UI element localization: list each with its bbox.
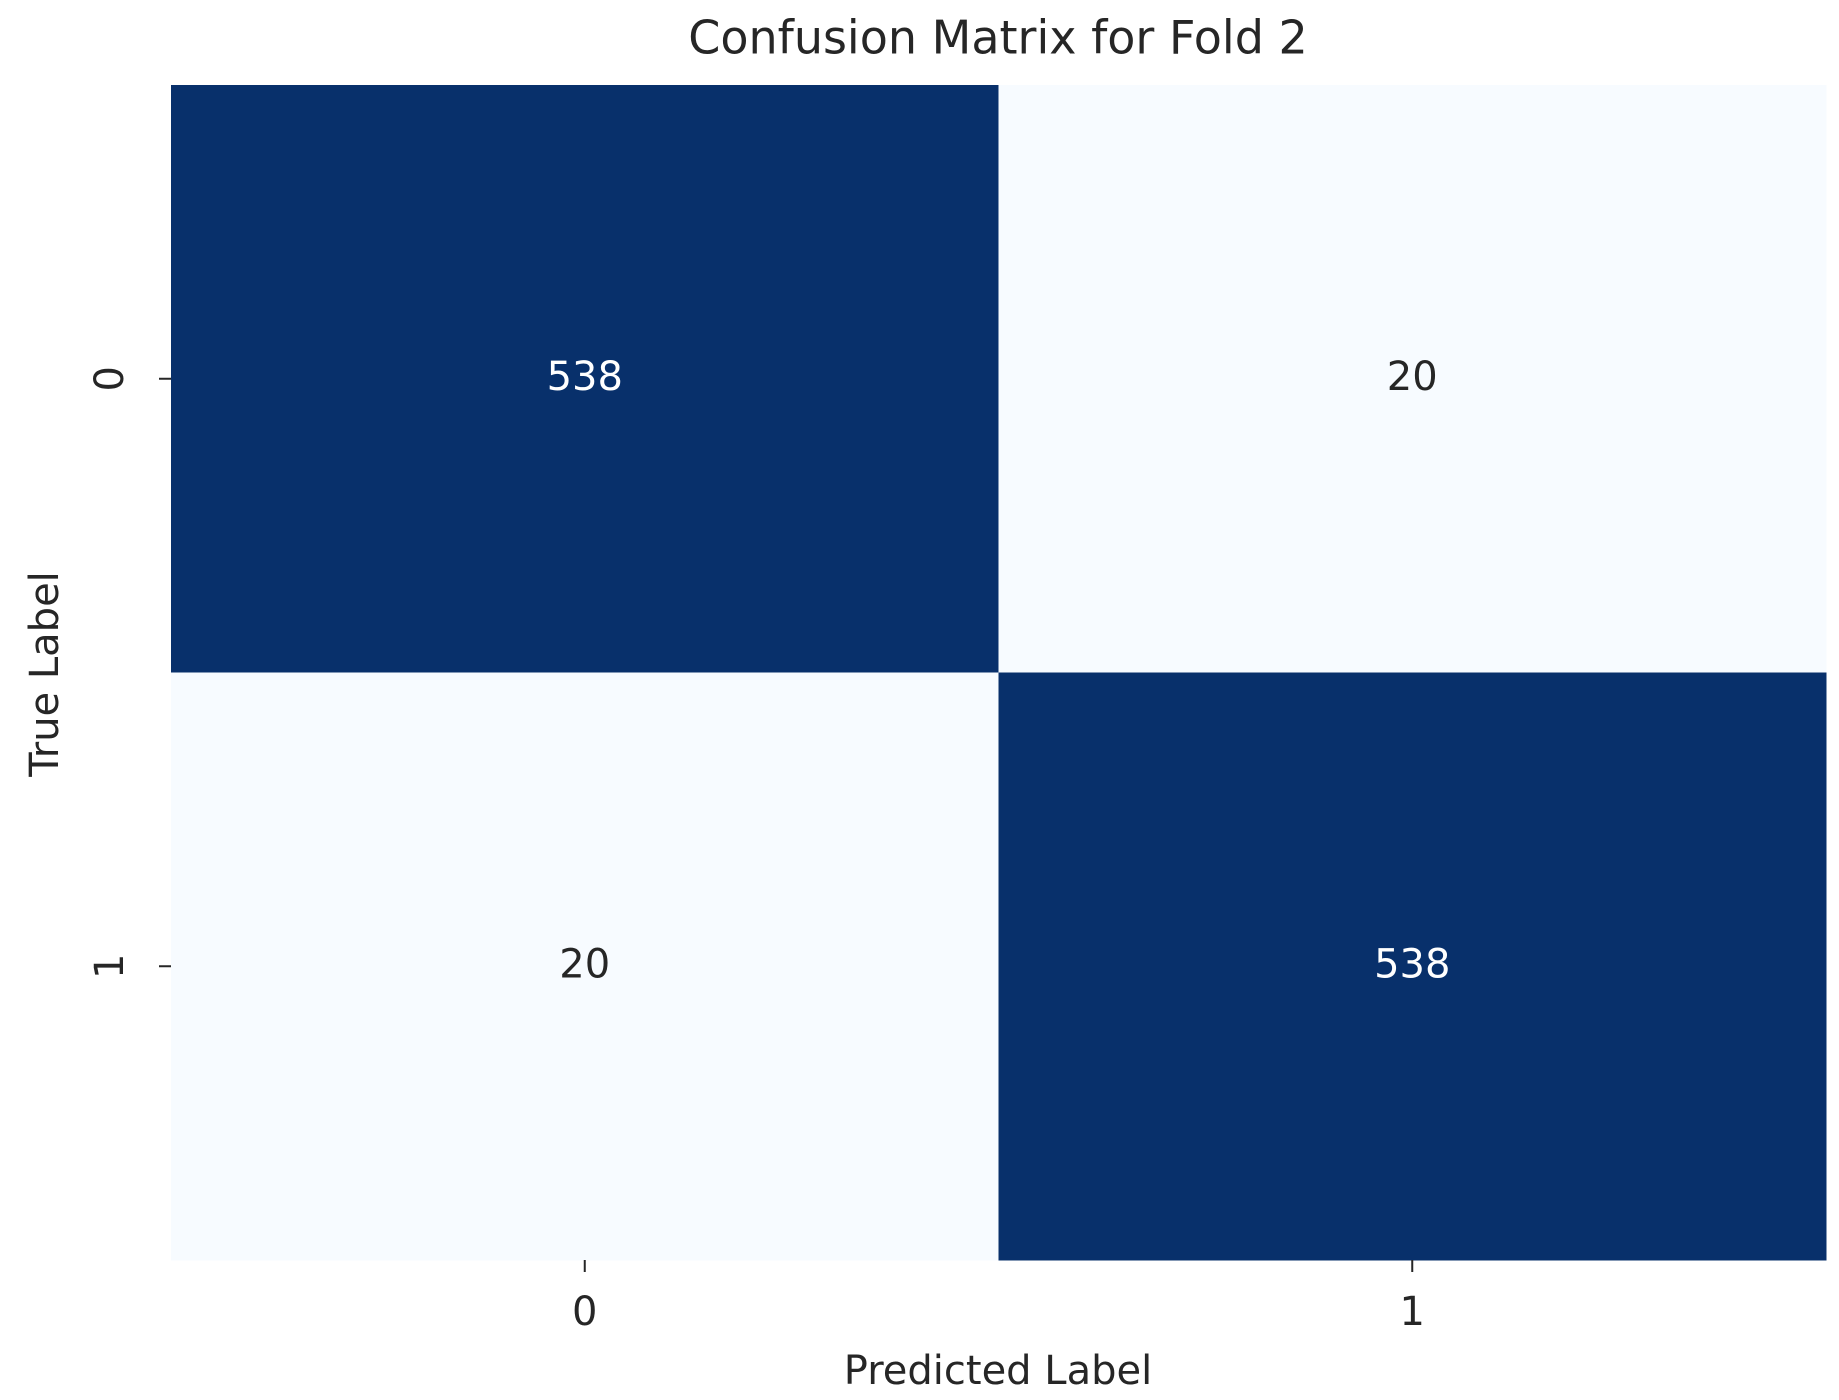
- heatmap-cell: [171, 672, 999, 1261]
- x-tick-label: 0: [572, 1289, 597, 1335]
- y-tick-label: 1: [87, 954, 133, 979]
- x-tick-label: 1: [1400, 1289, 1425, 1335]
- cell-label: 20: [559, 941, 610, 987]
- heatmap-cell: [998, 672, 1827, 1261]
- heatmap-cell: [998, 85, 1827, 673]
- cell-label: 538: [547, 354, 623, 400]
- y-axis-label: True Label: [22, 571, 68, 778]
- y-tick-label: 0: [87, 366, 133, 391]
- heatmap-cell: [171, 85, 999, 673]
- cell-label: 538: [1374, 941, 1450, 987]
- cell-label: 20: [1387, 354, 1438, 400]
- chart-title: Confusion Matrix for Fold 2: [688, 11, 1308, 65]
- x-axis-label: Predicted Label: [844, 1348, 1152, 1394]
